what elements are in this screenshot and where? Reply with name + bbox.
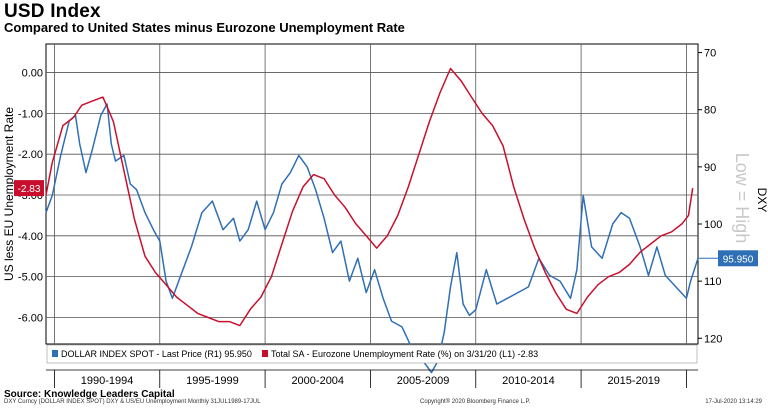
footer-left-note: DXY Curncy (DOLLAR INDEX SPOT) DXY & US/… — [4, 399, 261, 405]
legend-label: Total SA - Eurozone Unemployment Rate (%… — [271, 349, 538, 359]
axes-layer: 0.00-1.00-2.00-3.00-4.00-5.00-6.001990-1… — [2, 48, 768, 388]
legend-swatch — [52, 350, 58, 357]
y-right-tick-label: 70 — [704, 48, 716, 60]
dxy-last-value-text: 95.950 — [723, 254, 754, 265]
legend-box — [46, 344, 698, 364]
chart-title: USD Index — [4, 1, 101, 22]
unemployment-last-value-text: -2.83 — [18, 184, 41, 195]
legend-label: DOLLAR INDEX SPOT - Last Price (R1) 95.9… — [61, 349, 252, 359]
grid-layer — [45, 43, 699, 345]
x-tick-label: 2010-2014 — [502, 375, 555, 387]
y-left-tick-label: -5.00 — [18, 272, 43, 284]
y-left-tick-label: -2.00 — [18, 149, 43, 161]
y-right-tick-label: 90 — [704, 162, 716, 174]
footer-timestamp: 17-Jul-2020 13:14:29 — [705, 399, 762, 405]
y-left-tick-label: -1.00 — [18, 108, 43, 120]
y-right-axis-note: Low = High — [732, 153, 752, 244]
x-tick-label: 1990-1994 — [81, 375, 134, 387]
y-left-tick-label: -4.00 — [18, 231, 43, 243]
series-line-dxy — [45, 103, 699, 374]
legend-layer: DOLLAR INDEX SPOT - Last Price (R1) 95.9… — [46, 344, 698, 364]
x-tick-label: 2005-2009 — [397, 375, 450, 387]
dxy-last-value-tag — [718, 250, 758, 267]
series-layer — [45, 67, 699, 374]
y-right-axis-label: DXY — [755, 188, 768, 213]
x-tick-label: 2000-2004 — [291, 375, 344, 387]
plot-frame — [45, 43, 699, 345]
y-right-tick-label: 80 — [704, 105, 716, 117]
source-note: Source: Knowledge Leaders Capital — [4, 389, 175, 400]
y-right-tick-label: 110 — [704, 276, 722, 288]
legend-swatch — [262, 350, 268, 357]
y-left-axis-label: US less EU Unemployment Rate — [2, 107, 16, 281]
unemployment-last-value-tag — [14, 180, 44, 197]
x-tick-label: 1995-1999 — [186, 375, 239, 387]
y-left-tick-label: 0.00 — [22, 68, 43, 80]
y-right-tick-label: 100 — [704, 219, 722, 231]
x-tick-label: 2015-2019 — [607, 375, 660, 387]
y-left-tick-label: -6.00 — [18, 312, 43, 324]
series-line-unemployment — [45, 67, 694, 327]
chart-subtitle: Compared to United States minus Eurozone… — [4, 20, 405, 35]
y-right-tick-label: 120 — [704, 333, 722, 345]
footer-copyright: Copyright® 2020 Bloomberg Finance L.P. — [420, 399, 531, 405]
